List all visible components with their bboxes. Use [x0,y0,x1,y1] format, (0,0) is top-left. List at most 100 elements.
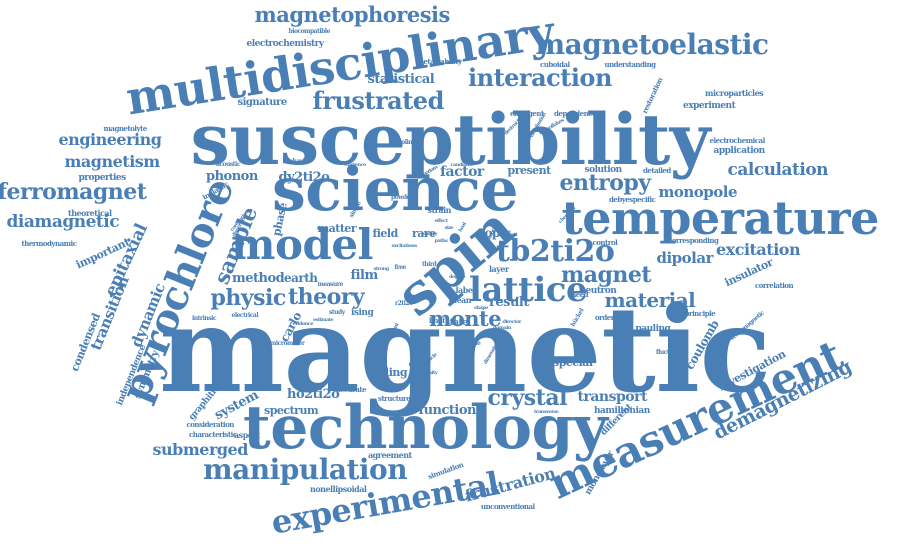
word-interaction: interaction [468,63,612,92]
word-intrinsic: intrinsic [192,315,217,322]
word-temperature: temperature [561,191,880,245]
word-statistical: statistical [367,71,435,87]
word-cuboidal: cuboidal [540,59,570,69]
word-properties: properties [78,172,127,183]
word-ferromagnet: ferromagnet [0,179,147,205]
word-electrochemical: electrochemical [709,135,766,145]
word-lattice: lattice [469,270,588,310]
word-film: film [350,267,379,283]
word-transverse: transverse [534,408,559,415]
word-consideration: consideration [186,419,235,429]
word-scaling: scaling [366,365,408,379]
word-entropy: entropy [559,170,652,196]
word-corresponding: corresponding [668,235,719,245]
word-ordering: ordering [595,312,626,322]
word-magnet: magnet [561,262,652,288]
word-diamagnetic: diamagnetic [6,211,120,232]
word-correlation: correlation [755,280,794,290]
word-mode: mode [464,340,481,347]
word-study: study [329,309,345,316]
word-dependence: dependence [554,108,596,118]
word-principle: principle [684,308,716,318]
word-characteristic: characteristic [189,429,237,439]
word-signature: signature [237,97,288,108]
word-technology: technology [243,393,608,463]
word-emergent: emergent [510,108,544,118]
word-matter: matter [317,221,357,235]
word-paths: paths [434,237,449,244]
word-state: state [445,317,468,328]
word-field: field [372,226,399,240]
word-agreement: agreement [368,450,412,460]
word-ho2ti2o: ho2ti2o [287,386,340,402]
word-pauling: pauling [635,323,671,334]
word-aspect: aspect [234,430,260,440]
word-microparticles: microparticles [705,88,764,98]
word-monopole: monopole [658,182,738,201]
word-magnetolyte: magnetolyte [103,123,148,133]
word-electrochemistry: electrochemistry [246,38,325,49]
word-spectrum: spectrum [264,403,319,417]
word-free: free [394,264,407,271]
word-micrometer: micrometer [270,340,305,347]
word-application: application [713,145,766,156]
word-crystal: crystal [487,385,568,411]
word-label: label [455,285,476,295]
word-manipulation: manipulation [203,453,408,486]
word-submerged: submerged [152,440,249,459]
word-dy2ti2o: dy2ti2o [278,169,330,185]
word-engineering: engineering [58,130,162,149]
word-unconventional: unconventional [481,501,535,511]
word-factor: factor [440,164,484,180]
word-effect: effect [434,217,449,224]
word-material: material [604,288,696,312]
word-ising: ising [351,307,374,318]
word-monte: monte [429,305,502,331]
word-domain: domain [493,324,511,331]
word-biocompatible: biocompatible [288,28,331,35]
word-thermodynamic: thermodynamic [21,238,77,248]
word-result: result [489,294,529,310]
word-lihof: lihof [429,315,445,325]
word-excitation: excitation [716,240,801,259]
word-control: control [592,237,618,247]
word-method: method [232,270,285,286]
word-density: density [420,369,438,376]
word-magnetophoresis: magnetophoresis [254,1,451,27]
word-mean: mean [448,295,472,305]
word-earth: earth [284,271,318,285]
word-excitations: excitations [391,242,418,249]
word-magnetic: magnetic [159,280,771,419]
word-formula: formula [408,361,428,368]
word-detailed: detailed [643,165,671,175]
word-theoretical: theoretical [68,208,112,218]
word-existence: existence [344,161,366,168]
word-present: present [507,163,552,177]
word-magnetoelastic: magnetoelastic [535,28,770,61]
word-magnetism: magnetism [64,152,161,171]
word-special: special [553,355,593,369]
word-calculation: calculation [727,159,829,180]
word-rare: rare [412,226,436,240]
word-evidence: evidence [292,320,314,327]
word-layer: layer [489,264,509,274]
word-neutron: neutron [579,285,617,296]
word-experiment: experiment [683,100,736,111]
word-dipolar: dipolar [656,248,714,267]
word-acoustic: acoustic [216,161,241,168]
word-estimate: estimate [313,316,334,323]
word-electrical: electrical [231,312,259,319]
word-r2ti2o: r2ti2o [395,300,413,307]
word-suggest: suggest [499,231,518,238]
word-frustrated: frustrated [312,86,445,115]
word-understanding: understanding [604,59,657,69]
word-physic: physic [210,285,287,311]
word-metastability: metastability [416,56,463,66]
word-hamiltonian: hamiltonian [594,405,650,416]
word-fluctuation: fluctuation [656,349,688,356]
word-solution: solution [584,164,623,175]
word-science: science [272,155,519,225]
word-degree: degree [449,273,466,280]
word-susceptibility: susceptibility [190,98,711,181]
